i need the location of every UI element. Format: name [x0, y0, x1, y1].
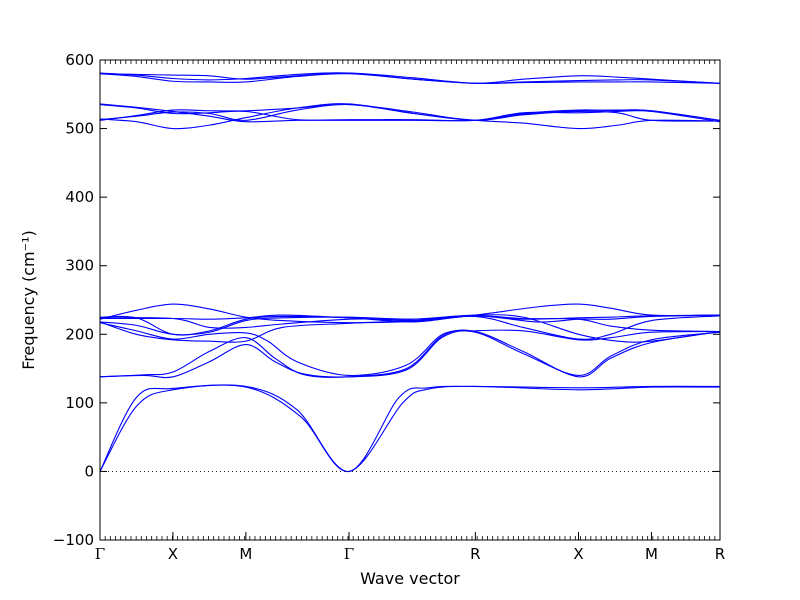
y-tick-label: 300 — [65, 257, 94, 275]
x-tick-label: X — [573, 545, 583, 563]
x-tick-label: M — [239, 545, 252, 563]
y-axis-ticks: −100 0 100 200 300 400 500 600 — [53, 51, 720, 549]
y-tick-label: 100 — [65, 394, 94, 412]
x-tick-label: X — [168, 545, 178, 563]
x-axis-title: Wave vector — [360, 569, 460, 588]
phonon-branch-line — [100, 330, 720, 379]
phonon-branch-line — [100, 384, 720, 472]
phonon-branch-line — [100, 73, 720, 85]
phonon-branch-line — [100, 314, 720, 336]
phonon-branch-line — [100, 303, 720, 324]
x-tick-label: R — [470, 545, 480, 563]
series-lines — [100, 72, 720, 472]
y-tick-label: 400 — [65, 188, 94, 206]
y-tick-label: 500 — [65, 120, 94, 138]
phonon-branch-line — [100, 384, 720, 472]
phonon-branch-line — [100, 72, 720, 84]
plot-frame — [99, 59, 721, 541]
phonon-branch-line — [100, 329, 720, 378]
phonon-branch-line — [100, 103, 720, 123]
x-tick-label: Γ — [95, 545, 105, 563]
y-tick-label: 0 — [84, 462, 94, 480]
y-tick-label: 600 — [65, 51, 94, 69]
phonon-branch-line — [100, 104, 720, 123]
x-tick-label: M — [645, 545, 658, 563]
phonon-branch-line — [100, 314, 720, 336]
y-axis-title: Frequency (cm⁻¹) — [19, 230, 38, 369]
phonon-branch-line — [100, 322, 720, 376]
x-tick-label: Γ — [344, 545, 354, 563]
phonon-branch-line — [100, 103, 720, 121]
y-tick-label: −100 — [53, 531, 94, 549]
x-tick-label: R — [715, 545, 725, 563]
y-tick-label: 200 — [65, 325, 94, 343]
phonon-branch-line — [100, 314, 720, 333]
phonon-branch-line — [100, 103, 720, 130]
